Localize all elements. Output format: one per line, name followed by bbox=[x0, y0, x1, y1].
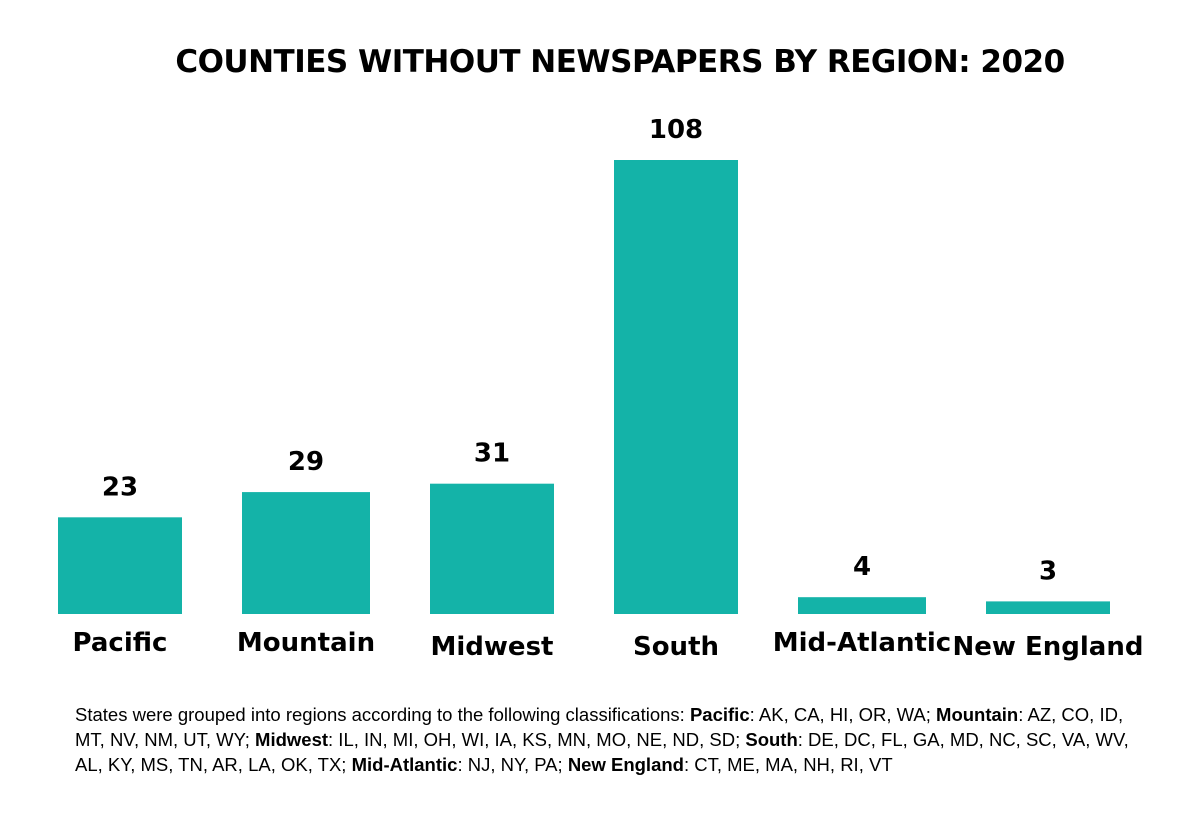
category-label-pacific: Pacific bbox=[73, 628, 168, 658]
category-label-new-england: New England bbox=[953, 632, 1144, 662]
category-label-mid-atlantic: Mid-Atlantic bbox=[773, 628, 951, 658]
chart-title: COUNTIES WITHOUT NEWSPAPERS BY REGION: 2… bbox=[175, 44, 1065, 80]
footnote: States were grouped into regions accordi… bbox=[75, 702, 1145, 777]
footnote-region-south: South bbox=[745, 729, 798, 750]
footnote-states-south: : DE, DC, FL, GA, MD, NC, SC, VA, WV, AL… bbox=[75, 729, 1129, 775]
bar-south bbox=[614, 160, 738, 614]
footnote-states-mountain: : AZ, CO, ID, MT, NV, NM, UT, WY; bbox=[75, 704, 1124, 750]
footnote-states-mid-atlantic: : NJ, NY, PA; bbox=[457, 754, 568, 775]
bar-mid-atlantic bbox=[798, 597, 926, 614]
footnote-region-pacific: Pacific bbox=[689, 704, 750, 725]
bar-midwest bbox=[430, 483, 554, 614]
bar-pacific bbox=[58, 517, 182, 614]
value-label-mid-atlantic: 4 bbox=[853, 552, 871, 582]
value-label-midwest: 31 bbox=[474, 439, 510, 469]
footnote-region-mid-atlantic: Mid-Atlantic bbox=[351, 754, 458, 775]
bar-new-england bbox=[986, 601, 1110, 614]
footnote-states-new-england: : CT, ME, MA, NH, RI, VT bbox=[683, 754, 893, 775]
footnote-intro: States were grouped into regions accordi… bbox=[75, 704, 690, 725]
category-label-mountain: Mountain bbox=[237, 628, 375, 658]
category-label-midwest: Midwest bbox=[431, 632, 554, 662]
value-label-south: 108 bbox=[649, 115, 703, 145]
bar-mountain bbox=[242, 492, 370, 614]
footnote-region-midwest: Midwest bbox=[255, 729, 329, 750]
value-label-pacific: 23 bbox=[102, 472, 138, 502]
category-label-south: South bbox=[633, 632, 719, 662]
bars-group bbox=[58, 160, 1110, 614]
footnote-states-pacific: : AK, CA, HI, OR, WA; bbox=[749, 704, 937, 725]
footnote-region-mountain: Mountain bbox=[936, 704, 1019, 725]
category-labels-group: Pacific Mountain Midwest South Mid-Atlantic N… bbox=[73, 628, 1144, 662]
footnote-region-new-england: New England bbox=[567, 754, 684, 775]
value-label-mountain: 29 bbox=[288, 447, 324, 477]
value-labels-group: 23 29 31 108 4 3 bbox=[102, 115, 1057, 586]
footnote-states-midwest: : IL, IN, MI, OH, WI, IA, KS, MN, MO, NE… bbox=[328, 729, 746, 750]
bar-chart: 23 29 31 108 4 3 Pacific Mountain Midwest South M… bbox=[58, 115, 1144, 662]
value-label-new-england: 3 bbox=[1039, 556, 1057, 586]
